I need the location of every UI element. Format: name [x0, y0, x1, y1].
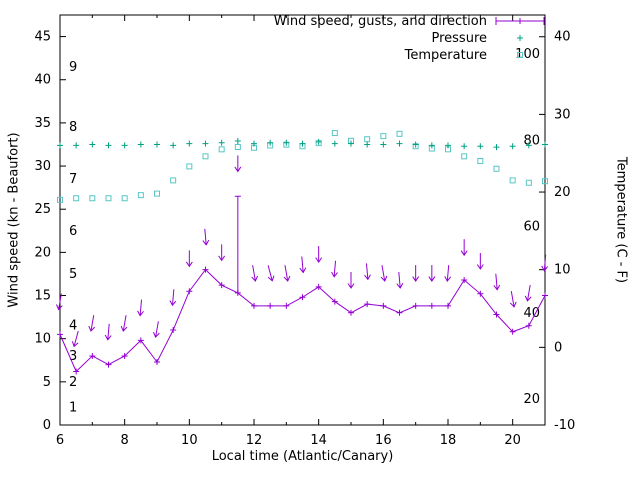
svg-text:7: 7 [69, 172, 77, 187]
x-axis-title: Local time (Atlantic/Canary) [211, 449, 394, 464]
svg-text:25: 25 [34, 202, 51, 217]
legend-label-pressure: Pressure [431, 30, 487, 46]
svg-text:80: 80 [523, 133, 540, 148]
wind-direction-arrow-icon [137, 299, 144, 317]
y-left-ticks: 0 5 10 15 20 25 30 35 40 45 [34, 30, 66, 433]
svg-text:45: 45 [34, 30, 51, 45]
wind-direction-arrow-icon [104, 323, 112, 341]
svg-text:4: 4 [69, 319, 77, 334]
svg-text:10: 10 [34, 332, 51, 347]
wind-direction-arrow-icon [202, 228, 210, 246]
legend-label-wind: Wind speed, gusts, and direction [273, 13, 487, 29]
wind-direction-arrow-icon [251, 265, 259, 282]
y-left-axis-title: Wind speed (kn - Beaufort) [6, 132, 22, 308]
wind-direction-arrow-icon [315, 246, 323, 263]
svg-text:10: 10 [181, 433, 198, 448]
svg-text:6: 6 [69, 224, 77, 239]
svg-text:6: 6 [56, 433, 64, 448]
svg-text:60: 60 [523, 220, 540, 235]
wind-direction-arrow-icon [444, 265, 452, 282]
y-right-ticks: -10 0 10 20 30 40 [539, 30, 575, 433]
temperature-square-icon [495, 48, 545, 62]
legend-row-temperature: Temperature [274, 47, 545, 63]
wind-direction-arrow-icon [299, 256, 307, 274]
wind-direction-arrow-icon [331, 260, 338, 278]
svg-text:18: 18 [440, 433, 457, 448]
temperature-series [57, 130, 548, 203]
chart-legend: Wind speed, gusts, and direction Pressur… [274, 13, 545, 63]
beaufort-scale-labels: 1 2 3 4 5 6 7 8 9 [69, 60, 77, 416]
svg-text:40: 40 [34, 73, 51, 88]
wind-direction-arrow-icon [524, 284, 532, 302]
svg-text:9: 9 [69, 60, 77, 75]
svg-text:40: 40 [523, 306, 540, 321]
wind-direction-arrow-icon [169, 289, 177, 307]
wind-direction-arrow-icon [55, 293, 63, 311]
svg-text:20: 20 [523, 392, 540, 407]
svg-text:12: 12 [246, 433, 263, 448]
svg-text:14: 14 [310, 433, 327, 448]
plot-border [59, 14, 546, 426]
svg-text:8: 8 [121, 433, 129, 448]
svg-text:8: 8 [69, 120, 77, 135]
svg-text:20: 20 [554, 185, 571, 200]
wind-direction-arrow-icon [412, 265, 420, 282]
svg-text:20: 20 [34, 245, 51, 260]
wind-direction-arrow-icon [364, 263, 371, 281]
wind-direction-arrow-icon [185, 250, 193, 268]
wind-speed-line [59, 268, 546, 373]
pressure-series [57, 138, 548, 151]
y-right-axis-title: Temperature (C - F) [613, 156, 629, 284]
legend-row-wind: Wind speed, gusts, and direction [274, 13, 545, 29]
svg-text:40: 40 [554, 30, 571, 45]
wind-direction-arrow-icon [460, 239, 468, 257]
wind-direction-arrow-icon [347, 271, 355, 289]
svg-text:3: 3 [69, 349, 77, 364]
x-axis-ticks: 6 8 10 12 14 16 18 20 [56, 15, 521, 448]
wind-direction-arrow-icon [396, 271, 404, 289]
wind-direction-arrow-icon [541, 254, 549, 272]
svg-text:0: 0 [554, 340, 562, 355]
svg-text:5: 5 [69, 267, 77, 282]
wind-direction-arrow-icon [234, 155, 242, 173]
wind-direction-arrow-icon [493, 273, 501, 291]
wind-direction-arrow-icon [71, 330, 79, 348]
svg-text:16: 16 [375, 433, 392, 448]
legend-label-temperature: Temperature [404, 47, 487, 63]
svg-text:30: 30 [34, 159, 51, 174]
svg-text:100: 100 [515, 47, 540, 62]
wind-direction-arrow-icon [88, 315, 96, 332]
wind-direction-arrow-icon [428, 265, 436, 282]
svg-text:1: 1 [69, 401, 77, 416]
wind-errorline-icon [495, 14, 545, 28]
svg-text:35: 35 [34, 116, 51, 131]
svg-text:15: 15 [34, 289, 51, 304]
wind-direction-arrow-icon [218, 244, 226, 262]
wind-direction-arrow-icon [283, 265, 291, 282]
pressure-plus-icon [495, 31, 545, 45]
svg-text:30: 30 [554, 107, 571, 122]
svg-text:2: 2 [69, 375, 77, 390]
wind-direction-arrow-icon [267, 265, 275, 282]
svg-text:-10: -10 [554, 418, 575, 433]
svg-text:5: 5 [43, 375, 51, 390]
wind-direction-arrow-icon [120, 315, 128, 332]
legend-row-pressure: Pressure [274, 30, 545, 46]
svg-text:0: 0 [43, 418, 51, 433]
fahrenheit-scale-labels: 20 40 60 80 100 [515, 47, 540, 407]
wind-direction-arrow-icon [509, 291, 517, 308]
wind-direction-arrow-icon [380, 265, 388, 282]
wind-direction-arrow-icon [476, 253, 484, 270]
svg-text:10: 10 [554, 263, 571, 278]
wind-series [55, 155, 549, 375]
wind-direction-arrow-icon [152, 321, 160, 338]
svg-text:20: 20 [504, 433, 521, 448]
